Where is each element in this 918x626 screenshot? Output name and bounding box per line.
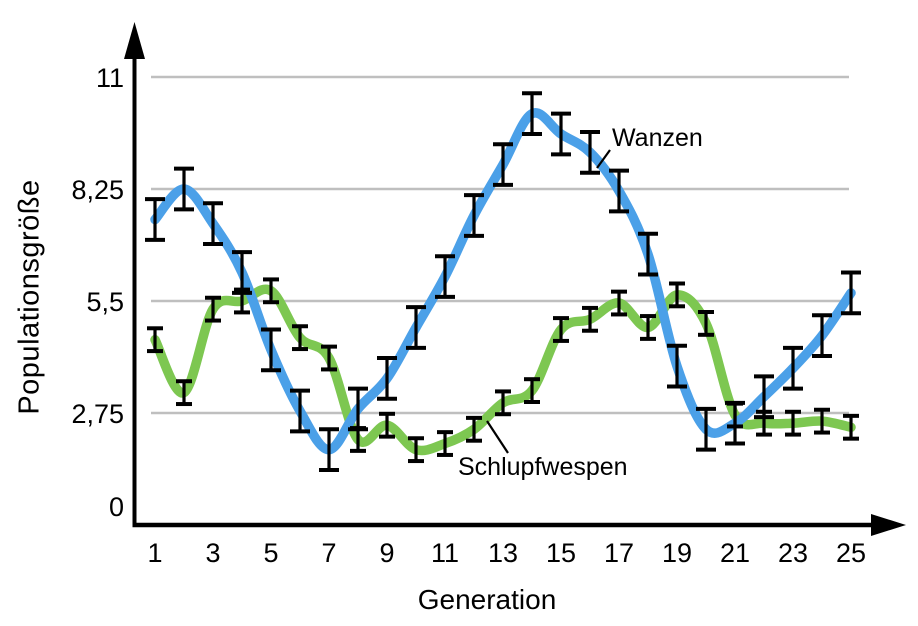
y-tick-label: 0 [109, 492, 124, 522]
schlupfwespen-label-leader-line [486, 420, 509, 454]
x-tick-label: 9 [379, 538, 394, 568]
wanzen-label-leader-line [596, 149, 611, 169]
wanzen-series-label: Wanzen [612, 124, 703, 152]
x-tick-label: 15 [546, 538, 576, 568]
x-tick-label: 21 [720, 538, 750, 568]
y-axis-title: Populationsgröße [13, 179, 46, 415]
x-tick-label: 1 [147, 538, 162, 568]
x-tick-label: 3 [205, 538, 220, 568]
x-tick-label: 13 [488, 538, 518, 568]
x-tick-label: 23 [778, 538, 808, 568]
x-tick-label: 25 [836, 538, 866, 568]
schlupfwespen-series-label: Schlupfwespen [458, 453, 628, 481]
x-tick-label: 7 [321, 538, 336, 568]
y-tick-label: 8,25 [71, 175, 124, 205]
x-axis-title: Generation [417, 584, 557, 615]
x-tick-label: 17 [604, 538, 634, 568]
y-tick-label: 2,75 [71, 399, 124, 429]
x-tick-label: 11 [431, 538, 459, 568]
y-tick-label: 5,5 [86, 287, 124, 317]
y-axis-arrowhead-icon [124, 22, 145, 59]
x-axis-arrowhead-icon [871, 514, 906, 536]
x-tick-label: 19 [662, 538, 692, 568]
y-tick-label: 11 [96, 63, 124, 93]
x-tick-label: 5 [263, 538, 278, 568]
